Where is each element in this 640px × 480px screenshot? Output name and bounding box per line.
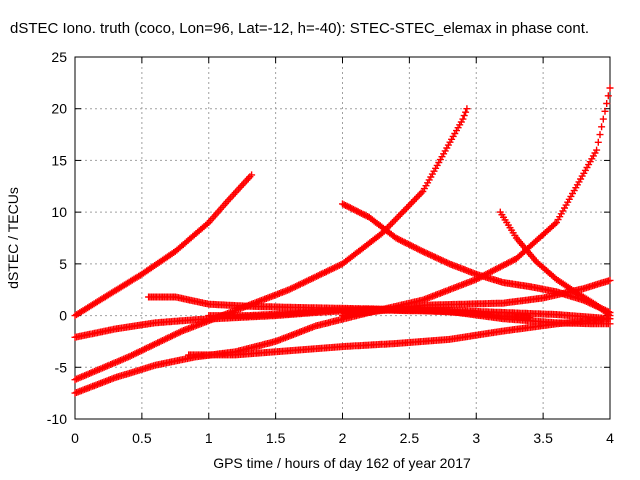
series-8-markers: [339, 200, 614, 316]
y-tick-label: 20: [51, 101, 67, 117]
x-tick-label: 0.5: [132, 430, 152, 446]
axis-ticks: 0 0.5 1 1.5 2 2.5 3 3.5 4 -10 -5 0 5 10 15 20 25: [47, 49, 614, 446]
chart-title: dSTEC Iono. truth (coco, Lon=96, Lat=-12…: [10, 20, 589, 37]
series-10-markers: [496, 208, 614, 320]
series-8: [339, 200, 614, 316]
y-tick-label: 0: [59, 308, 67, 324]
x-tick-label: 2.5: [400, 430, 420, 446]
y-tick-label: 10: [51, 204, 67, 220]
y-tick-label: -10: [47, 411, 67, 427]
y-tick-label: 25: [51, 49, 67, 65]
y-tick-label: -5: [55, 359, 68, 375]
series-1-markers: [71, 171, 256, 320]
y-tick-label: 5: [59, 256, 67, 272]
x-tick-label: 1: [205, 430, 213, 446]
x-tick-label: 2: [339, 430, 347, 446]
x-tick-label: 4: [606, 430, 614, 446]
y-tick-label: 15: [51, 152, 67, 168]
grid: [75, 57, 610, 419]
series-1: [71, 171, 256, 320]
series-9-markers: [339, 276, 614, 320]
data-series: [71, 84, 614, 397]
x-tick-label: 3.5: [533, 430, 553, 446]
series-10: [496, 208, 614, 320]
y-axis-label: dSTEC / TECUs: [5, 187, 21, 289]
x-tick-label: 1.5: [266, 430, 286, 446]
x-tick-label: 3: [472, 430, 480, 446]
x-axis-label: GPS time / hours of day 162 of year 2017: [213, 455, 471, 471]
series-9: [339, 276, 614, 320]
x-tick-label: 0: [71, 430, 79, 446]
